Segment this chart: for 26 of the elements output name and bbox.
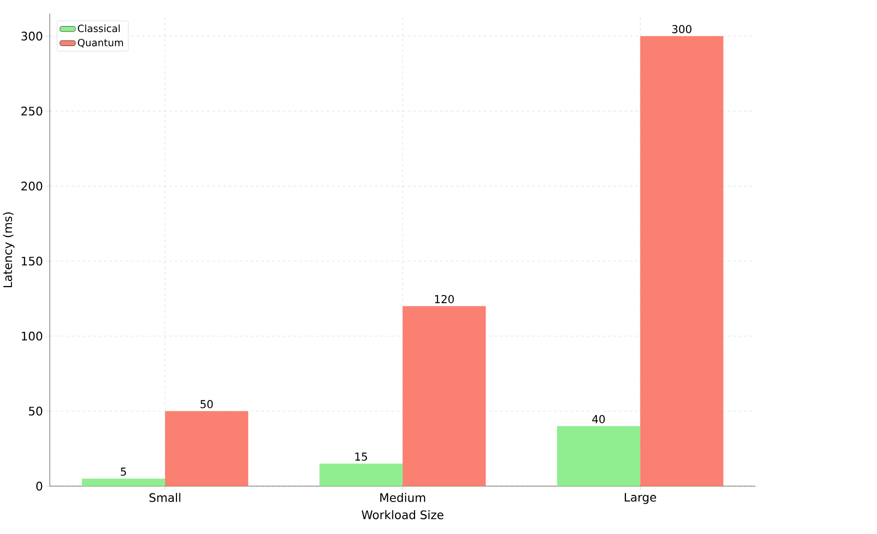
bar xyxy=(557,426,640,486)
bar xyxy=(319,464,403,486)
y-tick-label: 200 xyxy=(21,182,42,190)
x-axis-title: Workload Size xyxy=(362,510,444,520)
data-label: 50 xyxy=(200,400,213,408)
y-tick-label: 150 xyxy=(22,256,42,266)
y-tick-label: 250 xyxy=(21,106,42,116)
legend-label: Quantum xyxy=(78,38,123,48)
bar xyxy=(165,411,248,486)
y-tick-label: 0 xyxy=(36,482,42,490)
data-label: 15 xyxy=(355,452,367,461)
x-tick-label: Small xyxy=(150,492,180,502)
data-label: 120 xyxy=(435,294,454,304)
y-tick-label: 50 xyxy=(28,406,42,416)
x-tick-label: Large xyxy=(624,492,656,504)
data-label: 300 xyxy=(672,24,692,34)
x-tick-label: Medium xyxy=(380,492,426,502)
bar xyxy=(640,36,724,486)
bar xyxy=(402,306,486,486)
data-label: 5 xyxy=(120,468,126,476)
bar xyxy=(82,478,166,486)
legend-label: Classical xyxy=(78,24,120,32)
y-axis-title: Latency (ms) xyxy=(3,212,14,288)
y-tick-label: 300 xyxy=(21,32,42,40)
y-tick-label: 100 xyxy=(22,332,42,340)
data-label: 40 xyxy=(592,414,605,424)
